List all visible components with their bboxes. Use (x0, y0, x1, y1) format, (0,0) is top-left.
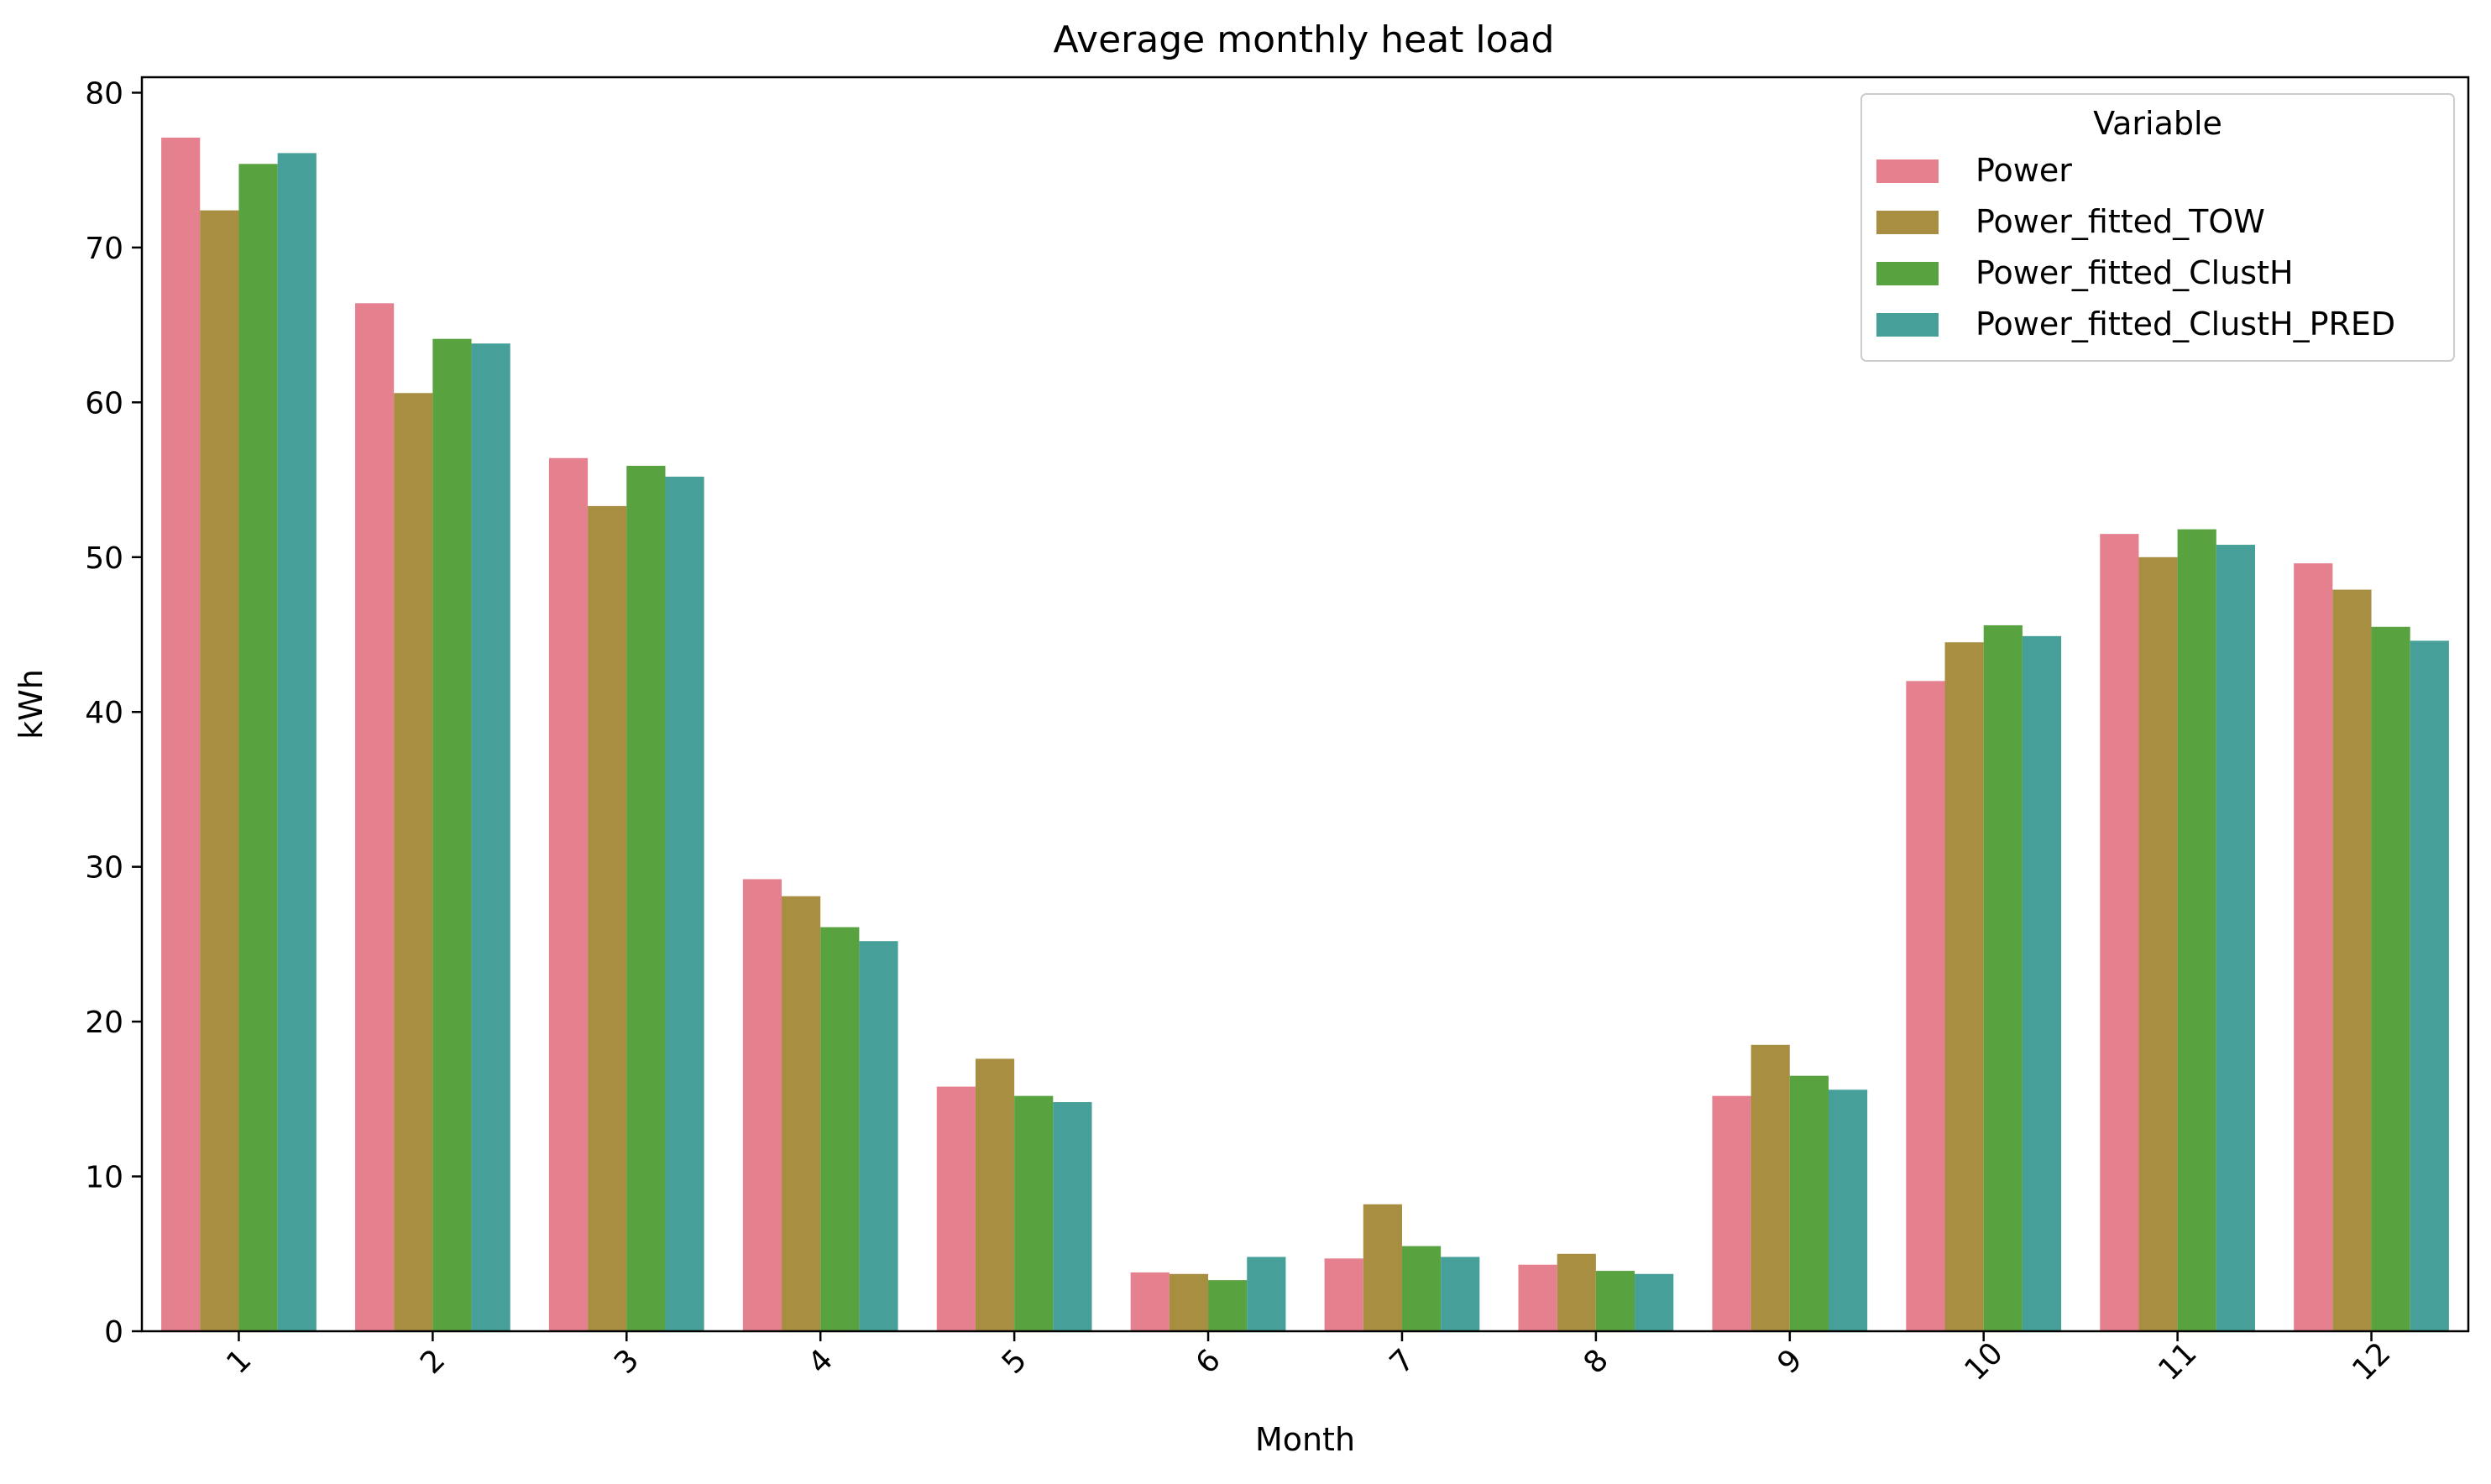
y-tick-label: 0 (104, 1315, 123, 1350)
bar-Power-month-10 (1906, 681, 1945, 1331)
x-tick-label: 7 (1384, 1343, 1421, 1381)
legend-label-Power_fitted_ClustH_PRED: Power_fitted_ClustH_PRED (1976, 306, 2395, 342)
x-tick-label: 12 (2346, 1336, 2397, 1387)
bar-Power_fitted_ClustH-month-6 (1208, 1280, 1248, 1331)
bar-Power_fitted_ClustH_PRED-month-6 (1247, 1257, 1286, 1331)
y-tick-label: 50 (85, 541, 123, 576)
bar-Power_fitted_TOW-month-5 (975, 1058, 1015, 1331)
bar-Power_fitted_ClustH_PRED-month-1 (277, 153, 317, 1331)
bars-group (161, 137, 2449, 1332)
bar-Power_fitted_ClustH_PRED-month-7 (1441, 1257, 1480, 1331)
chart-title: Average monthly heat load (1054, 18, 1555, 61)
legend-label-Power_fitted_TOW: Power_fitted_TOW (1976, 203, 2265, 240)
x-tick-label: 2 (414, 1343, 452, 1381)
y-axis-label: kWh (13, 669, 50, 739)
bar-Power_fitted_TOW-month-9 (1751, 1044, 1790, 1331)
bar-Power_fitted_ClustH-month-9 (1789, 1075, 1829, 1331)
x-tick-label: 9 (1771, 1343, 1809, 1381)
x-tick-label: 8 (1578, 1343, 1615, 1381)
bar-Power-month-2 (355, 303, 395, 1332)
bar-Power_fitted_TOW-month-3 (588, 505, 627, 1331)
bar-Power_fitted_ClustH-month-7 (1401, 1246, 1442, 1331)
bar-Power_fitted_ClustH_PRED-month-11 (2216, 545, 2255, 1331)
bar-Power_fitted_TOW-month-10 (1944, 642, 1984, 1331)
y-tick-label: 30 (85, 851, 123, 886)
legend: Variable Power Power_fitted_TOW Power_fitt… (1860, 93, 2455, 362)
bar-Power_fitted_TOW-month-7 (1363, 1204, 1402, 1331)
bar-Power-month-8 (1518, 1264, 1557, 1331)
bar-Power_fitted_ClustH-month-10 (1983, 624, 2023, 1331)
y-tick-label: 20 (85, 1006, 123, 1040)
legend-box (1860, 93, 2455, 362)
legend-swatch-Power_fitted_ClustH (1876, 262, 1939, 285)
bar-Power_fitted_TOW-month-2 (394, 393, 433, 1332)
legend-label-Power_fitted_ClustH: Power_fitted_ClustH (1976, 254, 2294, 291)
x-axis-label: Month (1255, 1421, 1355, 1458)
legend-title: Variable (2093, 105, 2222, 142)
bar-Power_fitted_TOW-month-6 (1169, 1273, 1209, 1331)
bar-Power_fitted_ClustH-month-3 (626, 465, 666, 1331)
bar-Power_fitted_ClustH_PRED-month-4 (859, 941, 898, 1331)
x-tick-label: 5 (996, 1343, 1034, 1381)
x-tick-label: 1 (220, 1343, 258, 1381)
bar-Power_fitted_ClustH-month-11 (2177, 529, 2216, 1331)
y-axis: 0 10 20 30 40 50 60 70 80 (85, 76, 142, 1350)
y-tick-label: 80 (85, 76, 123, 111)
bar-Power_fitted_ClustH-month-4 (820, 927, 860, 1331)
bar-Power_fitted_ClustH-month-12 (2371, 626, 2410, 1331)
y-tick-label: 10 (85, 1161, 123, 1195)
x-axis: 1 2 3 4 5 6 7 8 9 10 11 12 (220, 1331, 2398, 1387)
bar-Power_fitted_TOW-month-1 (200, 210, 239, 1332)
y-tick-label: 40 (85, 696, 123, 730)
legend-swatch-Power_fitted_ClustH_PRED (1876, 313, 1939, 337)
bar-Power_fitted_ClustH-month-1 (238, 164, 278, 1331)
bar-Power-month-12 (2294, 563, 2333, 1331)
x-tick-label: 11 (2152, 1336, 2203, 1387)
bar-Power_fitted_ClustH_PRED-month-3 (665, 476, 704, 1331)
bar-Power-month-4 (742, 879, 782, 1331)
x-tick-label: 3 (608, 1343, 646, 1381)
bar-Power-month-7 (1324, 1258, 1363, 1331)
bar-Power-month-3 (548, 457, 589, 1331)
bar-Power_fitted_ClustH_PRED-month-8 (1635, 1273, 1674, 1331)
bar-Power-month-11 (2100, 534, 2139, 1331)
x-tick-label: 4 (802, 1343, 840, 1381)
bar-Power_fitted_TOW-month-11 (2138, 556, 2178, 1331)
bar-Power-month-5 (936, 1086, 976, 1331)
bar-Power_fitted_ClustH_PRED-month-5 (1053, 1102, 1092, 1331)
legend-label-Power: Power (1976, 152, 2072, 189)
y-tick-label: 70 (85, 232, 123, 266)
legend-swatch-Power (1876, 159, 1939, 183)
x-tick-label: 6 (1190, 1343, 1227, 1381)
x-tick-label: 10 (1958, 1336, 2009, 1387)
bar-Power_fitted_ClustH_PRED-month-12 (2410, 640, 2449, 1331)
bar-Power_fitted_ClustH_PRED-month-10 (2022, 635, 2062, 1331)
bar-Power-month-1 (161, 137, 201, 1331)
bar-Power_fitted_ClustH_PRED-month-2 (471, 343, 510, 1332)
bar-Power_fitted_TOW-month-8 (1557, 1253, 1596, 1331)
bar-Power_fitted_TOW-month-12 (2332, 589, 2372, 1331)
plot-frame (140, 76, 2470, 1333)
y-tick-label: 60 (85, 386, 123, 421)
bar-Power_fitted_ClustH-month-2 (432, 338, 472, 1331)
bar-Power_fitted_ClustH-month-5 (1014, 1095, 1054, 1331)
bar-Power_fitted_ClustH_PRED-month-9 (1828, 1089, 1868, 1331)
bar-Power-month-6 (1130, 1272, 1170, 1331)
bar-Power_fitted_TOW-month-4 (782, 896, 821, 1331)
bar-Power-month-9 (1712, 1095, 1751, 1331)
legend-swatch-Power_fitted_TOW (1876, 211, 1939, 234)
bar-Power_fitted_ClustH-month-8 (1595, 1271, 1635, 1331)
